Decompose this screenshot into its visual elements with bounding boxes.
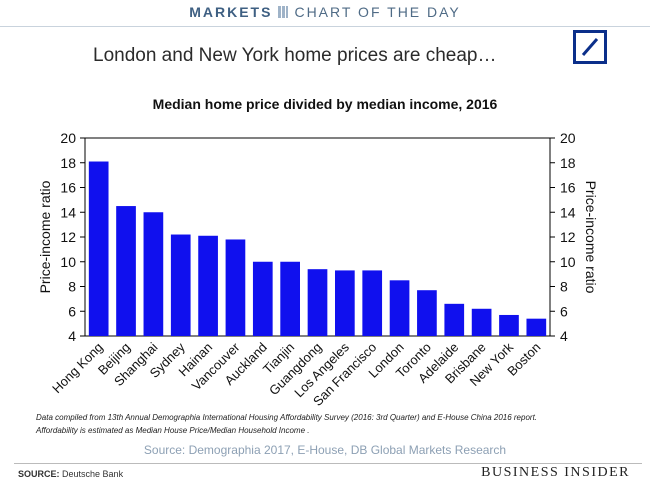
bar-hainan — [198, 235, 218, 336]
bar-tianjin — [280, 261, 300, 336]
bar-guangdong — [307, 269, 328, 336]
y-tick-label-right: 16 — [560, 180, 576, 196]
y-tick-label-right: 20 — [560, 130, 576, 146]
chart-title: Median home price divided by median inco… — [152, 96, 498, 112]
footnote-line-2: Affordability is estimated as Median Hou… — [36, 426, 310, 435]
y-tick-label-left: 14 — [60, 204, 76, 220]
bar-san-francisco — [362, 270, 383, 336]
footer-source: SOURCE: Deutsche Bank — [18, 469, 123, 479]
footnote-line-1: Data compiled from 13th Annual Demograph… — [36, 413, 538, 422]
bar-toronto — [417, 290, 437, 336]
bar-shanghai — [143, 212, 164, 336]
footer-divider — [14, 463, 642, 464]
headline: London and New York home prices are chea… — [93, 45, 497, 66]
y-tick-label-right: 10 — [560, 254, 576, 270]
y-axis-label-right: Price-income ratio — [583, 181, 599, 294]
y-tick-label-right: 14 — [560, 204, 576, 220]
y-tick-label-left: 18 — [60, 155, 76, 171]
y-tick-label-right: 8 — [560, 279, 568, 295]
section-header: MARKETS CHART OF THE DAY — [0, 0, 650, 24]
bar-sydney — [170, 234, 191, 336]
y-tick-label-left: 8 — [68, 279, 76, 295]
bar-chart-icon — [278, 6, 289, 18]
y-axis-label-left: Price-income ratio — [37, 180, 53, 293]
bar-chart: 4 4 6 6 8 8 10 10 12 12 14 14 16 16 18 18 20 20 Price-inco… — [37, 130, 599, 409]
markets-brand: MARKETS — [189, 4, 273, 20]
bar-vancouver — [225, 239, 246, 336]
y-tick-label-left: 12 — [60, 229, 76, 245]
bar-boston — [526, 318, 547, 336]
y-tick-label-left: 16 — [60, 180, 76, 196]
y-tick-label-left: 4 — [68, 328, 76, 344]
bar-beijing — [116, 206, 136, 336]
chart-source: Source: Demographia 2017, E-House, DB Gl… — [143, 443, 507, 457]
y-tick-label-right: 12 — [560, 229, 576, 245]
bar-los-angeles — [335, 270, 355, 336]
y-tick-label-left: 20 — [60, 130, 76, 146]
bar-new-york — [499, 314, 519, 336]
footnote: Data compiled from 13th Annual Demograph… — [36, 411, 616, 437]
bar-hong-kong — [88, 161, 109, 336]
section-label: CHART OF THE DAY — [294, 4, 461, 20]
bar-adelaide — [444, 303, 465, 336]
source-value: Deutsche Bank — [62, 469, 124, 479]
source-label: SOURCE: — [18, 469, 60, 479]
y-tick-label-right: 6 — [560, 303, 568, 319]
bar-brisbane — [471, 308, 492, 336]
bar-london — [389, 280, 410, 336]
header-divider — [0, 26, 650, 27]
y-tick-label-left: 6 — [68, 303, 76, 319]
y-tick-label-right: 4 — [560, 328, 568, 344]
deutsche-bank-logo — [573, 30, 607, 64]
y-tick-label-left: 10 — [60, 254, 76, 270]
bar-auckland — [252, 261, 273, 336]
y-tick-label-right: 18 — [560, 155, 576, 171]
business-insider-logo: BUSINESS INSIDER — [481, 465, 630, 480]
